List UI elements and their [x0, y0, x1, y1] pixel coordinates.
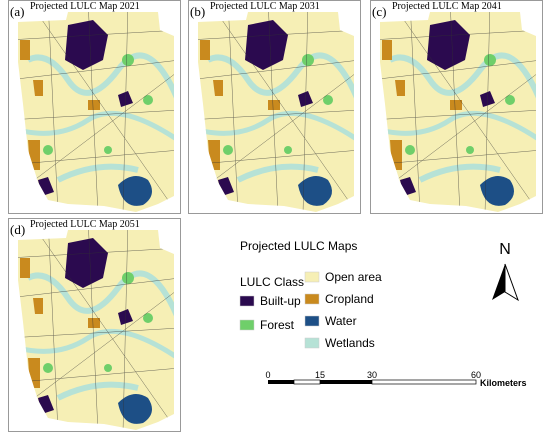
legend-swatch	[304, 337, 320, 349]
map-panel: (b) Projected LULC Map 2031	[188, 0, 361, 214]
legend-class-title: LULC Class	[240, 275, 304, 289]
scale-label: 30	[367, 370, 377, 380]
panel-tag: (b)	[190, 4, 205, 19]
legend-label: Wetlands	[325, 336, 375, 350]
legend-label: Open area	[325, 270, 382, 284]
scale-unit: Kilometers	[480, 378, 527, 388]
panel-tag: (a)	[10, 4, 24, 19]
legend: Built-up Forest Open area Cropland Water Wetl…	[239, 270, 382, 350]
legend-swatch	[239, 295, 255, 307]
legend-label: Forest	[260, 318, 295, 332]
north-label: N	[499, 241, 511, 258]
panel-tag: (c)	[372, 4, 386, 19]
legend-swatch	[304, 271, 320, 283]
legend-label: Built-up	[260, 294, 301, 308]
legend-label: Water	[325, 314, 357, 328]
scale-label: 0	[265, 370, 270, 380]
panels: (a) Projected LULC Map 2021 (b) Projected L…	[8, 0, 543, 432]
panel-title: Projected LULC Map 2021	[30, 1, 140, 12]
legend-swatch	[304, 315, 320, 327]
panel-title: Projected LULC Map 2051	[30, 219, 140, 230]
legend-title: Projected LULC Maps	[240, 239, 357, 253]
scale-bar: 0 15 30 60 Kilometers	[265, 370, 526, 388]
scale-label: 60	[471, 370, 481, 380]
scale-label: 15	[315, 370, 325, 380]
map-panel: (c) Projected LULC Map 2041	[370, 0, 543, 214]
panel-title: Projected LULC Map 2041	[392, 1, 502, 12]
map-panel: (a) Projected LULC Map 2021	[8, 0, 181, 214]
map-panel: (d) Projected LULC Map 2051	[8, 218, 181, 432]
north-arrow: N	[492, 241, 519, 302]
panel-title: Projected LULC Map 2031	[210, 1, 320, 12]
legend-label: Cropland	[325, 292, 374, 306]
panel-tag: (d)	[10, 222, 25, 237]
legend-swatch	[239, 319, 255, 331]
legend-swatch	[304, 293, 320, 305]
